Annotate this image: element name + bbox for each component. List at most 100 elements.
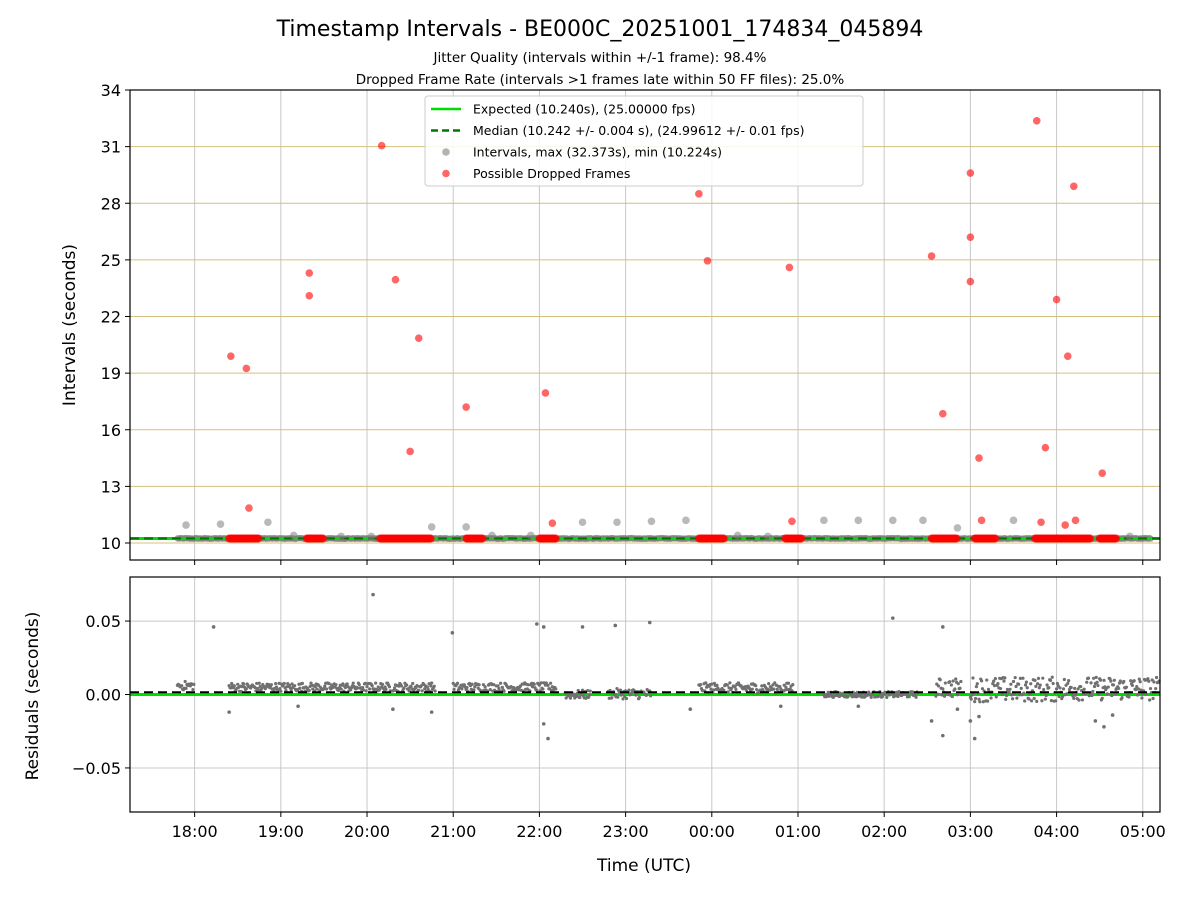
residual-point <box>726 690 730 694</box>
residual-point <box>568 696 573 700</box>
y-axis-label-residuals: Residuals (seconds) <box>23 612 43 781</box>
residual-point <box>1023 683 1028 687</box>
residual-point <box>786 681 791 685</box>
residual-point <box>588 689 592 693</box>
dropped-point-9 <box>462 403 470 411</box>
residual-point <box>1040 699 1044 703</box>
residual-point <box>1076 687 1080 691</box>
residual-point <box>1094 675 1098 679</box>
residual-point <box>1042 688 1046 692</box>
residual-point <box>465 685 469 690</box>
dropped-cluster-8 <box>970 534 1000 543</box>
dropped-point <box>551 534 560 543</box>
residual-point <box>537 683 542 687</box>
x-tick-label-4: 22:00 <box>516 822 562 841</box>
residual-point <box>1102 678 1106 682</box>
residual-point <box>1015 696 1019 700</box>
residual-point <box>1089 681 1093 685</box>
residual-point <box>940 693 944 697</box>
residual-point <box>722 688 726 692</box>
x-tick-label-7: 01:00 <box>775 822 821 841</box>
residual-point <box>860 695 864 699</box>
residual-point <box>192 682 196 687</box>
residual-point <box>327 682 331 686</box>
residual-point <box>470 682 474 686</box>
dropped-point-31 <box>1098 469 1107 477</box>
residual-point <box>1140 696 1144 700</box>
residual-point <box>549 681 553 685</box>
residual-point <box>541 687 545 691</box>
top-ytick-label-4: 22 <box>101 308 121 327</box>
residual-point <box>256 688 261 692</box>
residual-point <box>885 695 889 699</box>
chart-subtitle-jitter: Jitter Quality (intervals within +/-1 fr… <box>433 50 767 66</box>
residual-point <box>392 688 396 693</box>
residual-point <box>492 683 496 687</box>
interval-point-22 <box>1126 532 1134 541</box>
residual-point <box>896 694 900 699</box>
residual-point <box>1002 679 1006 683</box>
residual-point <box>1106 685 1110 689</box>
bottom-ytick-label-0: 0.05 <box>85 612 121 631</box>
dropped-cluster-7 <box>927 534 961 543</box>
chart-title: Timestamp Intervals - BE000C_20251001_17… <box>276 17 924 42</box>
residual-point <box>1045 683 1049 687</box>
dropped-point-0 <box>227 352 235 360</box>
residual-point <box>323 684 327 688</box>
residual-point <box>180 684 184 688</box>
residual-point <box>956 682 960 686</box>
residual-point <box>846 695 850 699</box>
residual-point <box>1085 680 1089 684</box>
residual-point <box>978 700 982 704</box>
residual-point <box>880 694 885 699</box>
top-ytick-label-6: 28 <box>101 194 121 213</box>
residual-point <box>1080 698 1085 702</box>
residual-point <box>959 679 963 684</box>
residual-point <box>1007 690 1011 694</box>
residual-point <box>1037 686 1041 690</box>
x-axis-label: Time (UTC) <box>596 856 691 876</box>
residual-point <box>405 683 409 687</box>
residual-point <box>773 681 777 685</box>
residual-point <box>911 690 915 694</box>
residual-point <box>535 688 539 692</box>
residual-point <box>946 692 950 697</box>
residual-point <box>1023 699 1027 703</box>
residual-point <box>772 687 776 691</box>
residual-point <box>1022 691 1026 695</box>
residual-outlier-5 <box>580 625 585 629</box>
residual-outlier-8 <box>891 616 895 620</box>
residual-point <box>183 679 187 684</box>
residual-point <box>509 684 513 689</box>
dropped-point-14 <box>785 263 794 272</box>
residual-point <box>1029 682 1033 686</box>
residual-point <box>973 700 977 704</box>
residual-point <box>355 686 360 690</box>
interval-point-10 <box>578 518 587 527</box>
dropped-point-7 <box>406 447 414 456</box>
residual-point <box>368 687 372 691</box>
residual-point <box>1065 692 1069 696</box>
residual-point <box>994 695 998 699</box>
residual-point <box>578 695 582 700</box>
dropped-cluster-9 <box>1031 534 1095 543</box>
residual-point <box>1082 687 1086 691</box>
residual-point <box>1025 686 1029 690</box>
residual-point <box>1098 678 1103 682</box>
residual-point <box>1148 686 1153 691</box>
residual-point <box>618 688 623 692</box>
interval-point-21 <box>1009 516 1018 525</box>
residual-point <box>255 681 259 686</box>
residual-point <box>1137 677 1141 681</box>
interval-point-14 <box>733 531 742 540</box>
residual-point <box>1072 696 1076 700</box>
residual-point <box>483 685 487 689</box>
residual-point <box>1049 699 1053 703</box>
residual-point <box>833 694 837 698</box>
residual-point <box>1069 685 1073 690</box>
residual-point <box>630 691 634 695</box>
residual-point <box>1071 694 1075 698</box>
residual-point <box>287 683 292 687</box>
residual-point <box>230 681 234 686</box>
interval-point-15 <box>764 532 772 541</box>
